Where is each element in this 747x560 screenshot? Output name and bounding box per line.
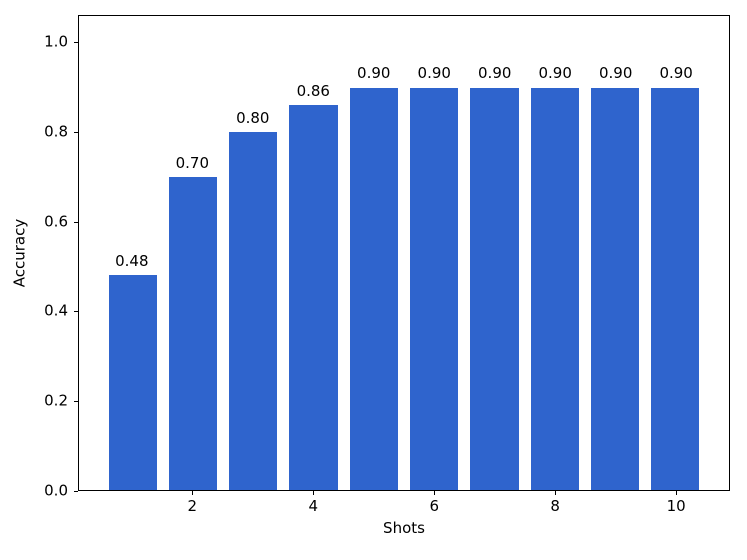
y-tick-mark <box>74 221 78 223</box>
bar-value-label: 0.48 <box>115 252 149 271</box>
bar-shots-3 <box>229 132 278 490</box>
y-tick-mark <box>74 41 78 43</box>
x-tick-label: 8 <box>550 497 560 515</box>
bar-shots-9 <box>590 87 640 490</box>
y-tick-label: 0.8 <box>44 122 68 141</box>
x-tick-label: 6 <box>429 497 440 515</box>
bar-shots-6 <box>410 87 459 490</box>
x-tick-mark <box>434 491 436 495</box>
x-tick-mark <box>676 491 678 495</box>
y-tick-label: 0.2 <box>44 391 68 410</box>
bar-value-label: 0.90 <box>538 63 572 82</box>
bar-shots-2 <box>168 176 218 490</box>
x-axis-label: Shots <box>383 519 425 537</box>
y-tick-mark <box>74 491 78 492</box>
bar-shots-1 <box>108 275 157 490</box>
x-tick-mark <box>555 491 557 495</box>
bar-shots-10 <box>651 87 700 490</box>
bar-shots-5 <box>349 87 398 490</box>
x-tick-label: 10 <box>666 497 686 515</box>
bar-value-label: 0.90 <box>357 63 391 82</box>
y-tick-label: 0.4 <box>44 301 68 320</box>
y-tick-label: 0.6 <box>44 212 68 231</box>
x-tick-label: 4 <box>308 497 319 515</box>
bar-value-label: 0.86 <box>296 81 330 100</box>
y-axis-label: Accuracy <box>10 218 29 288</box>
plot-area <box>78 15 730 491</box>
x-tick-mark <box>192 491 194 495</box>
y-tick-mark <box>74 311 78 313</box>
bar-value-label: 0.90 <box>478 63 512 82</box>
bar-value-label: 0.70 <box>175 153 209 172</box>
bar-shots-7 <box>470 87 519 490</box>
bar-value-label: 0.90 <box>659 63 693 82</box>
y-tick-label: 1.0 <box>44 32 68 51</box>
bar-value-label: 0.90 <box>417 63 451 82</box>
y-tick-mark <box>74 131 78 133</box>
bar-value-label: 0.80 <box>236 108 270 127</box>
y-tick-label: 0.0 <box>44 481 68 500</box>
bar-shots-4 <box>289 105 338 490</box>
x-tick-label: 2 <box>187 497 198 515</box>
bar-shots-8 <box>530 87 579 490</box>
x-tick-mark <box>313 491 315 495</box>
bar-value-label: 0.90 <box>598 63 633 82</box>
y-tick-mark <box>74 401 78 403</box>
